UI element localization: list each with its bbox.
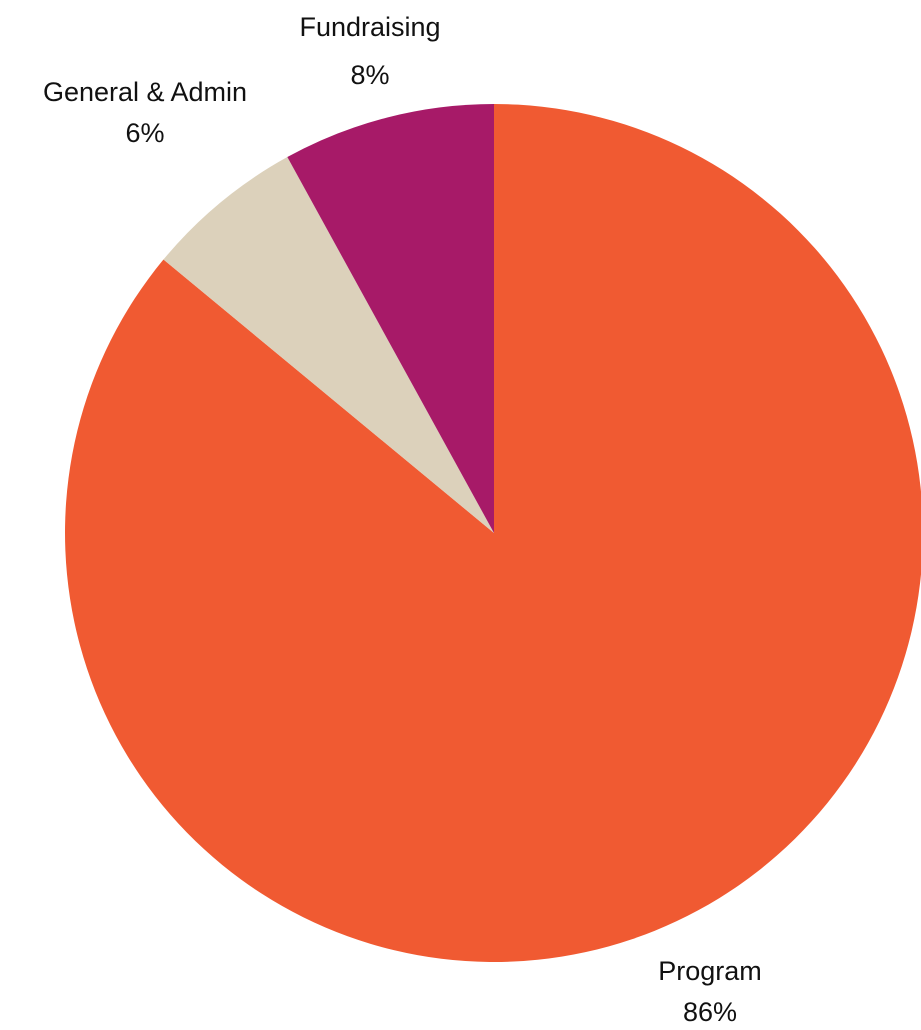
pie-slice-fundraising (287, 104, 494, 533)
label-general-admin: General & Admin (43, 77, 247, 107)
pie-slices (65, 104, 921, 962)
value-label-general-admin: 6% (125, 118, 164, 148)
pie-slice-general-admin (163, 157, 494, 533)
label-fundraising: Fundraising (299, 12, 440, 42)
value-label-program: 86% (683, 997, 737, 1027)
label-program: Program (658, 956, 762, 986)
value-label-fundraising: 8% (350, 60, 389, 90)
pie-slice-program (65, 104, 921, 962)
